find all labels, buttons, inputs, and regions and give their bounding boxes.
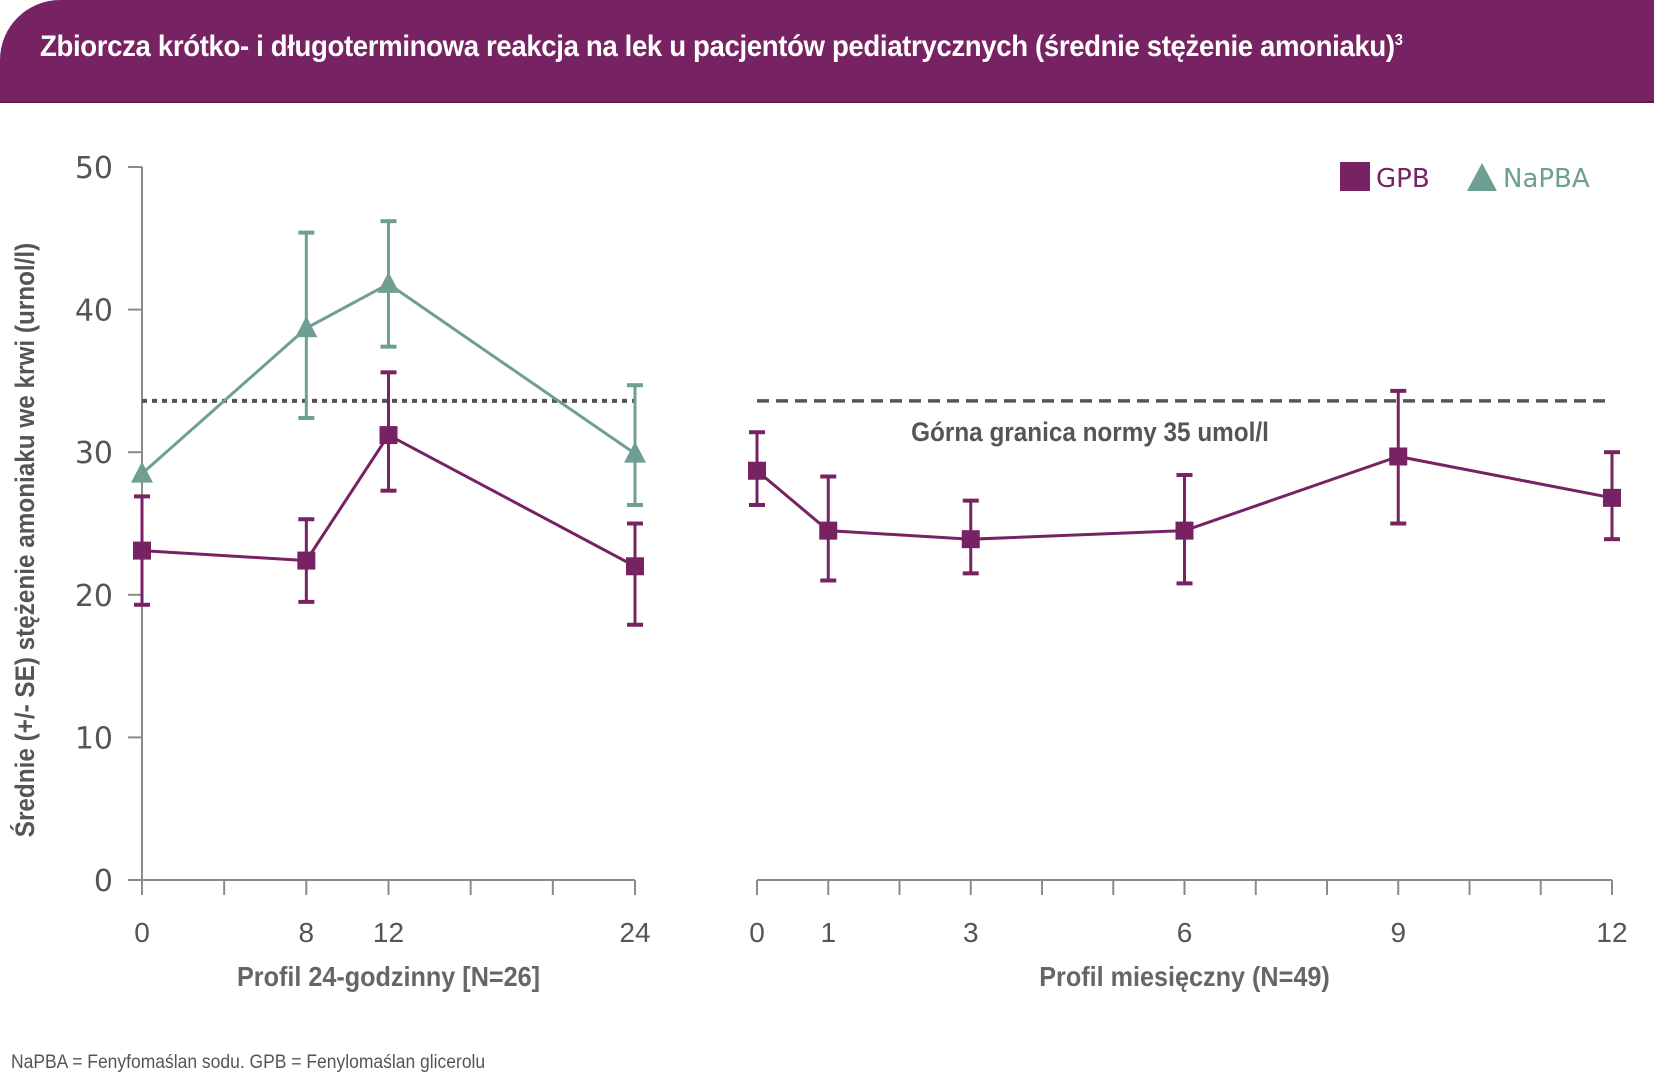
- legend: GPB NaPBA: [1340, 162, 1590, 194]
- y-tick-label: 20: [75, 579, 113, 614]
- data-point-napba: [295, 316, 318, 338]
- x-tick-label: 0: [749, 917, 765, 948]
- x-tick-label: 1: [820, 917, 836, 948]
- data-point-gpb: [1389, 447, 1408, 466]
- y-tick-label: 30: [75, 436, 113, 471]
- legend-napba-label: NaPBA: [1503, 164, 1590, 194]
- y-tick-label: 50: [75, 151, 113, 186]
- data-point-gpb: [819, 521, 838, 540]
- x-tick-label: 0: [134, 917, 150, 948]
- x-tick-label: 8: [299, 917, 315, 948]
- x-tick-label: 6: [1177, 917, 1193, 948]
- y-tick-label: 0: [94, 864, 113, 899]
- x-tick-label: 12: [1596, 917, 1627, 948]
- x-tick-label: 24: [619, 917, 650, 948]
- legend-gpb-label: GPB: [1376, 164, 1430, 194]
- data-point-napba: [131, 461, 153, 483]
- title-banner: Zbiorcza krótko- i długoterminowa reakcj…: [0, 0, 1654, 103]
- y-tick-label: 10: [75, 721, 113, 756]
- chart-title: Zbiorcza krótko- i długoterminowa reakcj…: [40, 30, 1403, 64]
- x-tick-label: 9: [1390, 917, 1406, 948]
- footnote: NaPBA = Fenyfomaślan sodu. GPB = Fenylom…: [11, 1052, 486, 1073]
- data-point-gpb: [748, 461, 766, 480]
- data-point-gpb: [133, 541, 151, 560]
- x-tick-label: 3: [963, 917, 979, 948]
- chart-title-text: Zbiorcza krótko- i długoterminowa reakcj…: [40, 30, 1395, 63]
- data-point-napba: [624, 441, 646, 463]
- y-tick-label: 40: [75, 294, 113, 329]
- data-point-gpb: [297, 551, 316, 570]
- reference-line-label: Górna granica normy 35 umol/l: [911, 418, 1269, 447]
- data-point-gpb: [961, 530, 980, 549]
- data-point-gpb: [626, 557, 644, 576]
- series-line-napba: [141, 282, 636, 475]
- x-axis-label-panel-1: Profil 24-godzinny [N=26]: [237, 961, 540, 993]
- title-reference-superscript: 3: [1394, 32, 1403, 49]
- x-tick-label: 12: [373, 917, 404, 948]
- data-point-napba: [377, 271, 400, 293]
- x-axis-label-panel-2: Profil miesięczny (N=49): [1039, 961, 1329, 993]
- data-point-gpb: [1175, 521, 1194, 540]
- legend-napba-triangle-icon: [1467, 163, 1497, 191]
- series-line-gpb: [141, 433, 636, 568]
- legend-gpb-square-icon: [1340, 162, 1370, 191]
- series-line-gpb: [756, 454, 1613, 541]
- y-axis-label: Średnie (+/- SE) stężenie amoniaku we kr…: [9, 243, 41, 838]
- data-point-gpb: [1603, 488, 1621, 507]
- data-point-gpb: [379, 426, 398, 445]
